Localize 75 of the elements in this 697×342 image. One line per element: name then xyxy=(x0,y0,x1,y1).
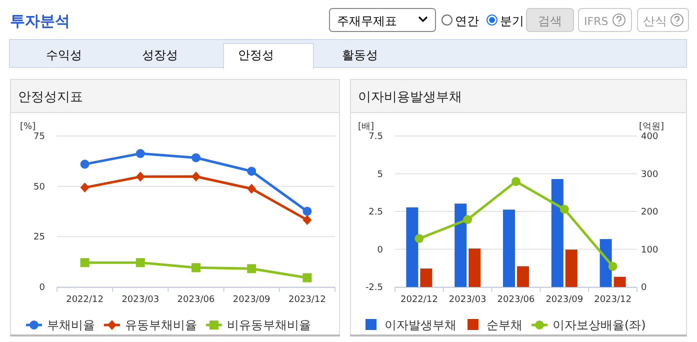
text: IFRS xyxy=(584,15,608,28)
y2-tick-label: 300 xyxy=(641,170,658,180)
y-tick-label: 75 xyxy=(34,132,45,142)
point xyxy=(192,263,200,272)
x-tick-label: 2023/03 xyxy=(122,295,160,305)
text: 투자분석 xyxy=(10,12,70,30)
y2-tick-label: 100 xyxy=(641,245,658,256)
bar xyxy=(565,250,578,287)
y-axis-title: [배] xyxy=(358,122,374,132)
chart-title: 이자비용발생부채 xyxy=(358,90,462,105)
point xyxy=(192,171,200,182)
point xyxy=(608,262,618,271)
point xyxy=(302,214,312,225)
text: 주재무제표 xyxy=(337,14,397,28)
bar xyxy=(468,248,481,287)
y-tick-label: 2.5 xyxy=(368,208,383,218)
legend-label: 이자보상배율(좌) xyxy=(552,318,646,332)
y2-axis-title: [억원] xyxy=(639,122,664,132)
text: 분기 xyxy=(500,14,524,28)
bar xyxy=(503,210,515,287)
point xyxy=(80,160,90,169)
y-tick-label: 25 xyxy=(34,232,45,243)
text: 성장성 xyxy=(142,48,178,62)
legend-label: 유동부채비율 xyxy=(125,318,197,332)
legend-label: 비유동부채비율 xyxy=(227,318,311,332)
x-tick-label: 2023/12 xyxy=(288,295,326,305)
point xyxy=(80,182,90,193)
y-tick-label: 7.5 xyxy=(368,132,383,142)
point xyxy=(192,153,200,162)
x-tick-label: 2022/12 xyxy=(66,295,104,305)
y2-tick-label: 0 xyxy=(641,283,647,293)
point xyxy=(247,166,256,176)
bar xyxy=(517,266,529,287)
point xyxy=(302,206,312,216)
legend-label: 이자발생부채 xyxy=(384,318,456,332)
x-tick-label: 2023/09 xyxy=(546,295,584,305)
y-axis-title: [%] xyxy=(20,122,36,132)
y-tick-label: 0 xyxy=(377,245,384,256)
x-tick-label: 2023/06 xyxy=(497,295,535,305)
x-tick-label: 2023/06 xyxy=(177,295,215,305)
legend-label: 순부채 xyxy=(486,318,522,332)
x-tick-label: 2023/09 xyxy=(232,295,271,305)
bar xyxy=(614,276,626,287)
point xyxy=(302,273,312,282)
bar xyxy=(420,268,432,287)
y2-tick-label: 200 xyxy=(641,208,658,218)
text: 산식 xyxy=(643,14,667,28)
point xyxy=(136,258,145,268)
point xyxy=(512,176,520,186)
y-tick-label: 50 xyxy=(34,182,46,192)
y2-tick-label: 400 xyxy=(641,132,658,142)
y-tick-label: 5 xyxy=(377,170,383,180)
text: 활동성 xyxy=(342,48,378,62)
point xyxy=(414,234,424,244)
chart-title: 안정성지표 xyxy=(18,90,83,105)
point xyxy=(80,258,90,268)
x-tick-label: 2023/03 xyxy=(448,295,486,305)
x-tick-label: 2022/12 xyxy=(400,295,438,305)
point xyxy=(136,172,145,182)
text: 안정성 xyxy=(238,48,274,62)
bar xyxy=(551,179,564,287)
point xyxy=(247,264,256,274)
point xyxy=(463,215,472,224)
text: 수익성 xyxy=(46,48,82,62)
point xyxy=(560,204,569,214)
text: 검색 xyxy=(538,14,562,28)
text: 연간 xyxy=(455,14,479,28)
y-tick-label: 0 xyxy=(39,283,46,293)
bar xyxy=(454,204,467,287)
legend-label: 부채비율 xyxy=(47,318,95,332)
x-tick-label: 2023/12 xyxy=(594,295,632,305)
y-tick-label: -2.5 xyxy=(365,283,383,293)
point xyxy=(247,184,256,194)
bar xyxy=(406,207,418,287)
point xyxy=(136,149,145,158)
